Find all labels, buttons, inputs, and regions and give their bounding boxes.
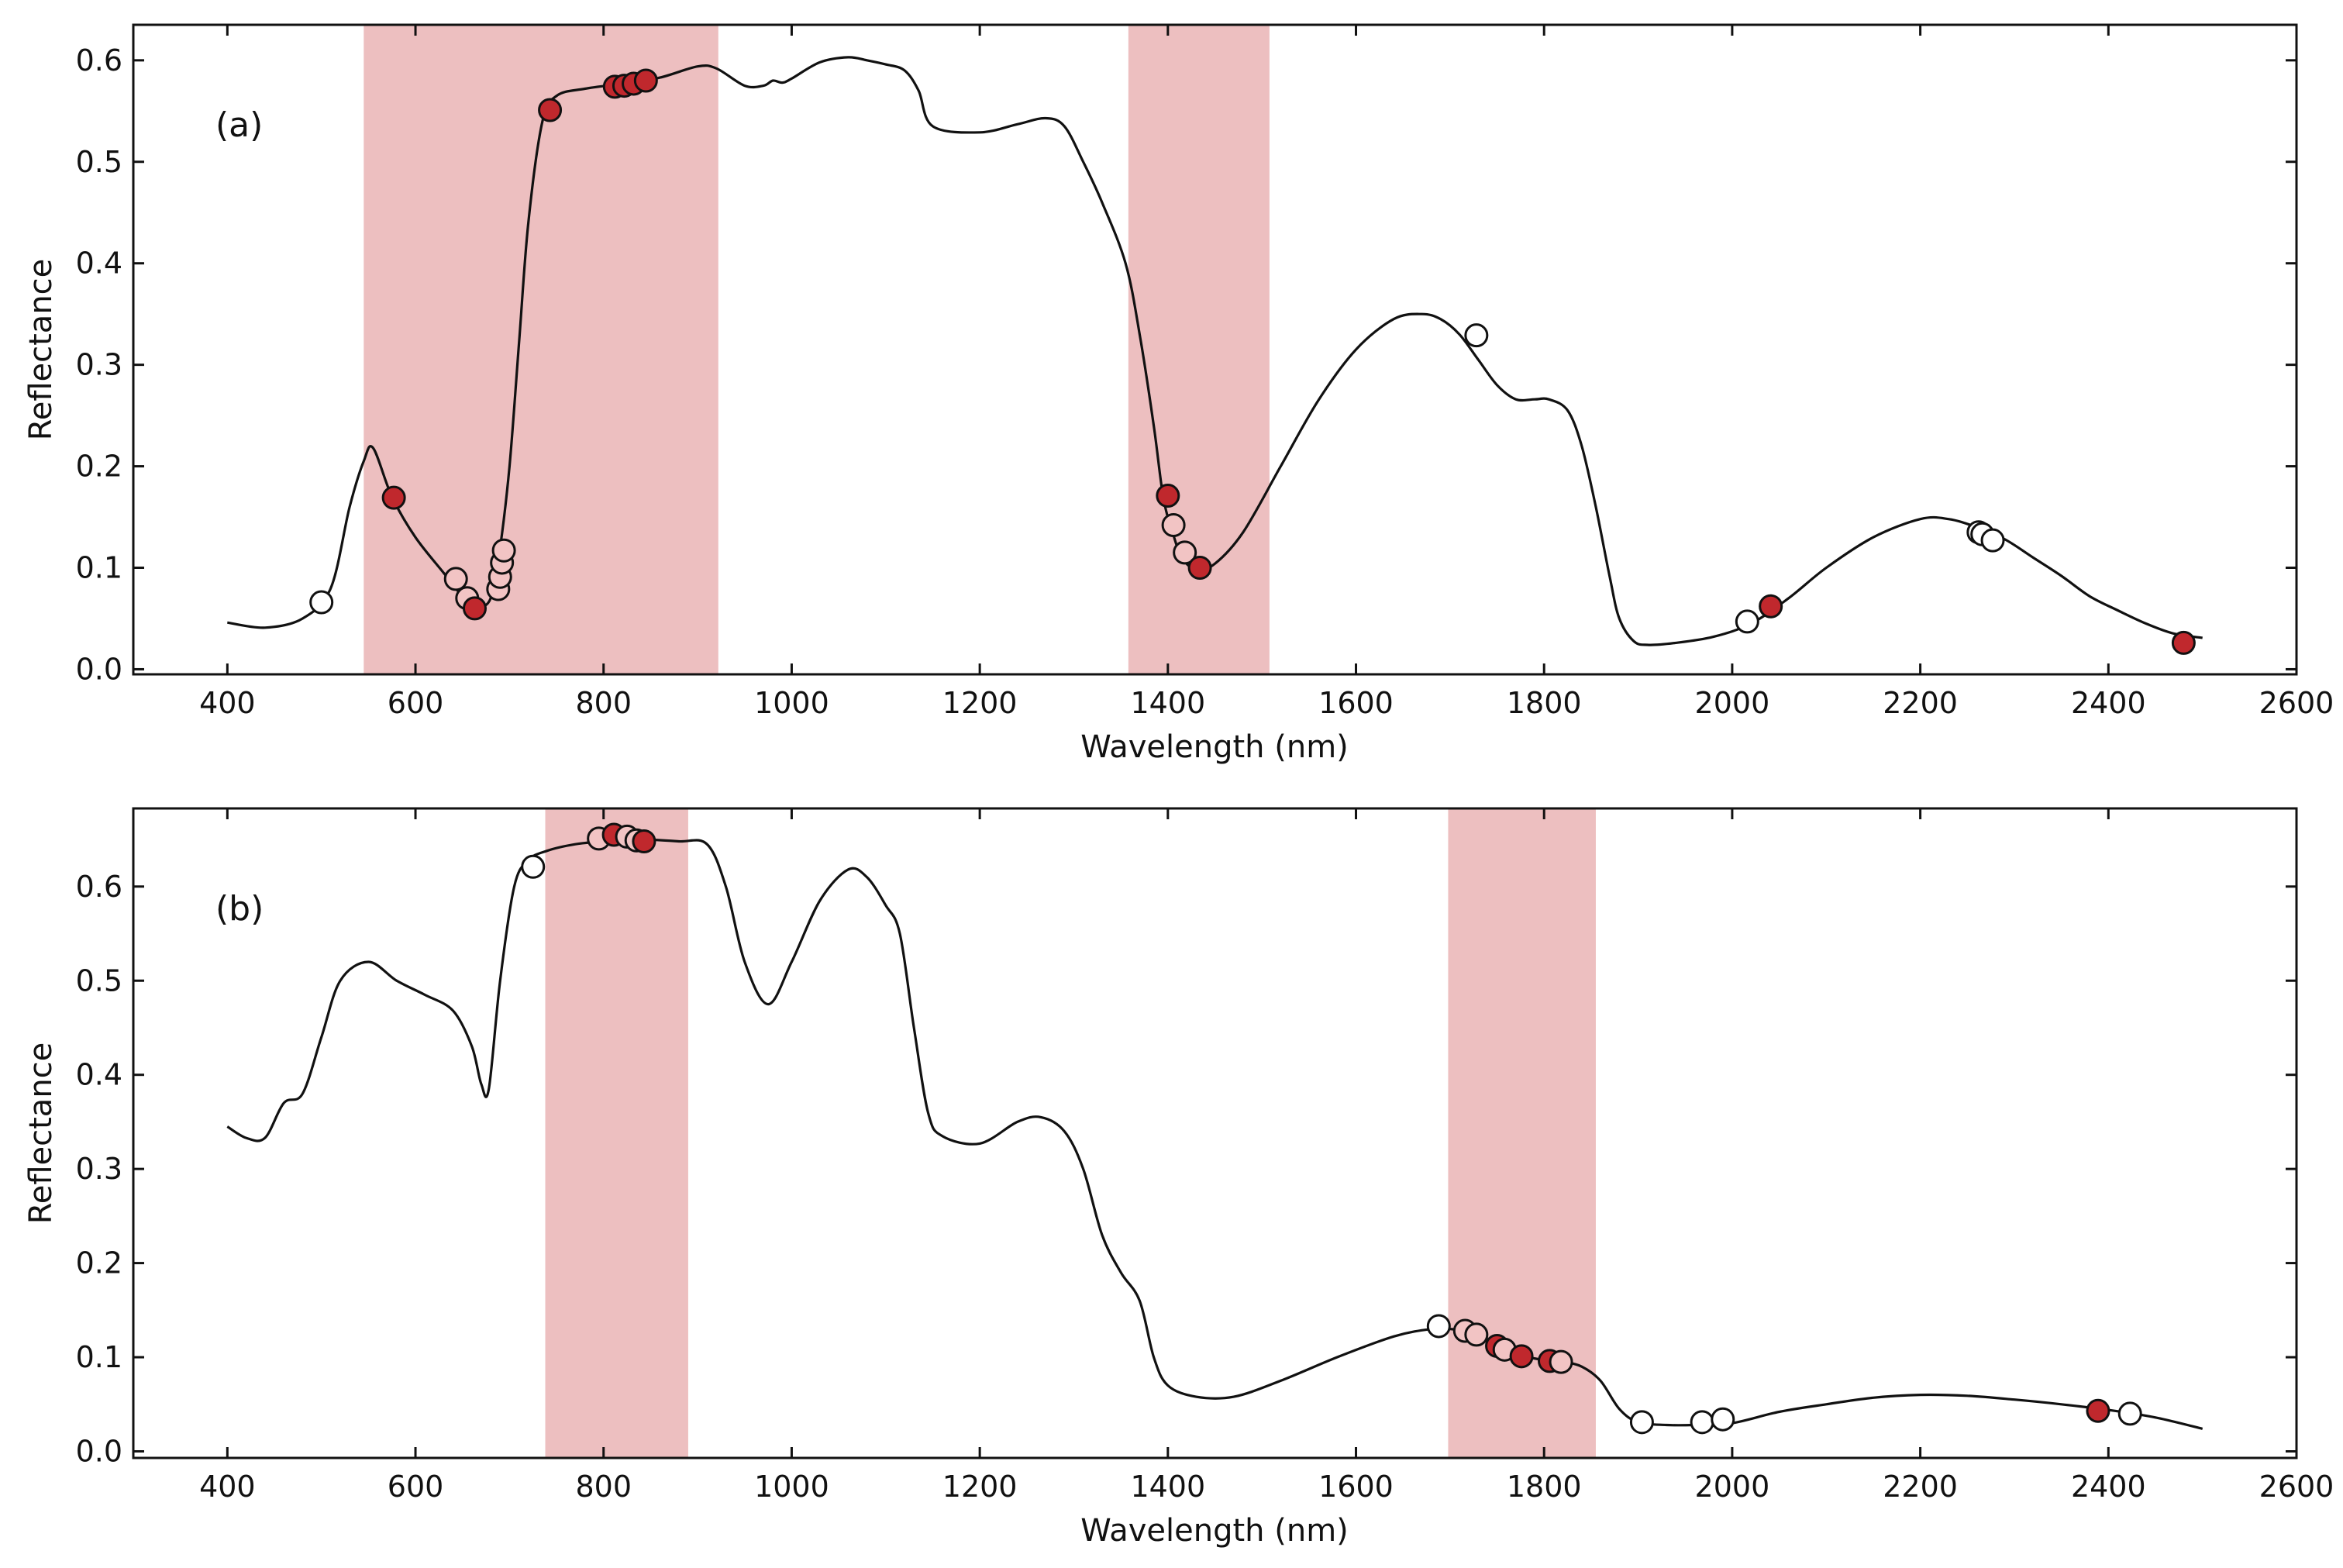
- panel-a-marker-light: [1173, 540, 1197, 565]
- panel-b-marker-white: [2117, 1401, 2142, 1426]
- panel-a-marker-dark: [1187, 556, 1212, 581]
- panel-b-marker-light: [1464, 1322, 1489, 1347]
- panel-a-y-tick-label: 0.4: [76, 246, 122, 281]
- panel-a-x-tick-label: 2600: [2259, 686, 2334, 720]
- panel-b-marker-white: [1690, 1410, 1714, 1435]
- panel-a-x-tick-label: 1200: [942, 686, 1018, 720]
- panel-b-marker-dark: [2086, 1398, 2110, 1423]
- panel-a-spectrum-line: [227, 56, 2203, 646]
- panel-b-x-tick-label: 2000: [1695, 1470, 1770, 1504]
- panel-b-x-tick-label: 2600: [2259, 1470, 2334, 1504]
- panel-b-x-tick-label: 400: [199, 1470, 256, 1504]
- panel-a-x-tick-label: 1000: [754, 686, 829, 720]
- panel-a-x-tick-label: 1800: [1507, 686, 1582, 720]
- panel-a-y-axis-label: Reflectance: [23, 259, 59, 441]
- panel-b-x-tick-label: 800: [575, 1470, 632, 1504]
- panel-a-marker-light: [491, 538, 516, 563]
- panel-a-x-tick-label: 2000: [1695, 686, 1770, 720]
- panel-b: 400 600 800 1000 1200 1400 1600 1800 2000 2200 240…: [23, 807, 2334, 1549]
- panel-a-x-axis-label: Wavelength (nm): [1080, 729, 1349, 765]
- panel-b-x-tick-label: 1600: [1318, 1470, 1394, 1504]
- panel-a-y-tick-label: 0.1: [76, 551, 122, 585]
- panel-b-marker-white: [1711, 1407, 1735, 1432]
- panel-b-y-tick-label: 0.0: [76, 1434, 122, 1468]
- panel-b-marker-dark: [1509, 1344, 1534, 1369]
- panel-a-marker-white: [1980, 528, 2005, 553]
- panel-a-marker-dark: [633, 68, 658, 93]
- panel-b-marker-white: [1426, 1314, 1451, 1339]
- panel-b-marker-white: [1629, 1410, 1654, 1435]
- panel-a-y-tick-label: 0.2: [76, 450, 122, 484]
- panel-b-marker-light: [1549, 1349, 1573, 1374]
- panel-a-marker-light: [1161, 513, 1186, 538]
- panel-a-x-tick-label: 1400: [1130, 686, 1205, 720]
- panel-a-marker-dark: [1759, 594, 1783, 619]
- panel-b-x-tick-label: 1200: [942, 1470, 1018, 1504]
- panel-b-highlight-band-1: [545, 808, 688, 1458]
- panel-b-y-tick-label: 0.6: [76, 870, 122, 904]
- panel-b-label: (b): [215, 889, 264, 929]
- panel-b-y-axis-label: Reflectance: [23, 1042, 59, 1225]
- panel-b-y-tick-label: 0.1: [76, 1340, 122, 1374]
- panel-a-x-tick-label: 600: [388, 686, 444, 720]
- panel-a-marker-dark: [1156, 484, 1180, 508]
- panel-a-x-tick-label: 400: [199, 686, 256, 720]
- panel-a-marker-dark: [462, 596, 487, 621]
- panel-a-marker-white: [309, 590, 334, 615]
- panel-a-x-tick-label: 2200: [1883, 686, 1958, 720]
- panel-b-x-tick-label: 1400: [1130, 1470, 1205, 1504]
- panel-b-x-tick-label: 2200: [1883, 1470, 1958, 1504]
- panel-a-frame: [132, 23, 2298, 676]
- panel-a-y-tick-label: 0.3: [76, 348, 122, 382]
- panel-a-y-tick-label: 0.0: [76, 652, 122, 686]
- panel-b-spectrum-line: [226, 838, 2203, 1430]
- panel-b-marker-white: [521, 854, 546, 879]
- panel-b-x-tick-label: 1800: [1507, 1470, 1582, 1504]
- panel-a-marker-dark: [2171, 630, 2196, 655]
- panel-a-y-tick-label: 0.6: [76, 43, 122, 78]
- panel-a-y-tick-label: 0.5: [76, 145, 122, 179]
- panel-b-frame: [132, 807, 2298, 1459]
- panel-b-x-tick-label: 1000: [754, 1470, 829, 1504]
- panel-a-marker-white: [1464, 323, 1489, 348]
- panel-b-y-tick-label: 0.5: [76, 963, 122, 998]
- panel-a-marker-white: [1735, 609, 1759, 634]
- panel-b-x-axis-label: Wavelength (nm): [1080, 1513, 1349, 1549]
- panel-a-x-tick-label: 1600: [1318, 686, 1394, 720]
- panel-a-x-tick-label: 800: [575, 686, 632, 720]
- panel-a-x-tick-label: 2400: [2071, 686, 2146, 720]
- panel-a: 400 600 800 1000 1200 1400 1600 1800 2000 2200 240…: [23, 23, 2334, 765]
- panel-b-y-tick-label: 0.3: [76, 1152, 122, 1186]
- panel-a-marker-dark: [381, 485, 406, 510]
- panel-b-y-tick-label: 0.4: [76, 1058, 122, 1092]
- panel-b-x-tick-label: 600: [388, 1470, 444, 1504]
- panel-a-marker-light: [443, 567, 468, 591]
- panel-a-marker-dark: [538, 98, 563, 122]
- panel-b-y-tick-label: 0.2: [76, 1246, 122, 1280]
- panel-a-label: (a): [215, 105, 263, 145]
- panel-b-x-tick-label: 2400: [2071, 1470, 2146, 1504]
- panel-b-marker-dark: [632, 829, 656, 854]
